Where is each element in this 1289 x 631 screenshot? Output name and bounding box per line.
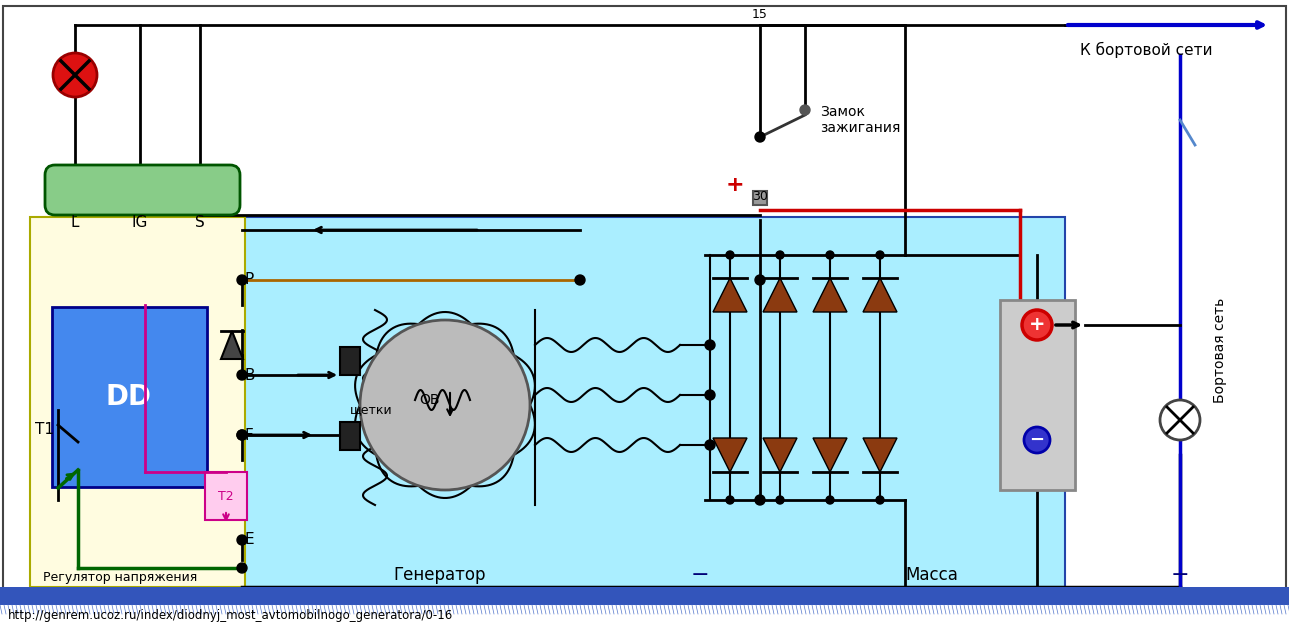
Text: http://genrem.ucoz.ru/index/diodnyj_most_avtomobilnogo_generatora/0-16: http://genrem.ucoz.ru/index/diodnyj_most… (8, 608, 454, 622)
Text: +: + (1029, 316, 1045, 334)
Text: T1: T1 (35, 423, 54, 437)
Circle shape (237, 370, 247, 380)
Text: L: L (71, 215, 79, 230)
Circle shape (755, 495, 764, 505)
Circle shape (755, 132, 764, 142)
Circle shape (755, 275, 764, 285)
Text: Регулятор напряжения: Регулятор напряжения (43, 570, 197, 584)
Circle shape (726, 251, 733, 259)
Circle shape (705, 390, 715, 400)
Text: Генератор: Генератор (393, 566, 486, 584)
Circle shape (53, 53, 97, 97)
Text: −: − (691, 565, 709, 585)
Circle shape (705, 340, 715, 350)
Text: Замок
зажигания: Замок зажигания (820, 105, 901, 135)
Text: 15: 15 (751, 8, 768, 21)
Text: −: − (1170, 565, 1190, 585)
Text: S: S (195, 215, 205, 230)
Circle shape (826, 496, 834, 504)
Circle shape (726, 496, 733, 504)
Polygon shape (813, 278, 847, 312)
Text: B: B (244, 367, 254, 382)
Circle shape (1022, 310, 1052, 340)
Bar (753, 191, 767, 205)
Polygon shape (763, 438, 797, 472)
Polygon shape (220, 331, 244, 359)
Circle shape (237, 430, 247, 440)
Text: F: F (244, 427, 253, 442)
Circle shape (237, 430, 247, 440)
Circle shape (826, 251, 834, 259)
Circle shape (1160, 400, 1200, 440)
Text: К бортовой сети: К бортовой сети (1080, 42, 1213, 58)
Text: Масса: Масса (905, 566, 958, 584)
Text: IG: IG (131, 215, 148, 230)
Text: щетки: щетки (351, 403, 393, 416)
Text: DD: DD (104, 383, 151, 411)
Text: +: + (726, 175, 744, 195)
Polygon shape (864, 438, 897, 472)
Circle shape (776, 251, 784, 259)
Bar (205, 472, 247, 520)
Circle shape (800, 105, 809, 115)
Circle shape (877, 496, 884, 504)
Text: E: E (244, 533, 254, 548)
Circle shape (237, 563, 247, 573)
Circle shape (575, 275, 585, 285)
Polygon shape (813, 438, 847, 472)
Text: Бортовая сеть: Бортовая сеть (1213, 297, 1227, 403)
Circle shape (237, 275, 247, 285)
Text: 30: 30 (751, 189, 768, 203)
Polygon shape (864, 278, 897, 312)
Bar (1000, 300, 1075, 490)
Circle shape (705, 440, 715, 450)
Text: T2: T2 (218, 490, 233, 504)
FancyBboxPatch shape (45, 165, 240, 215)
Circle shape (877, 251, 884, 259)
Circle shape (360, 320, 530, 490)
Polygon shape (763, 278, 797, 312)
Circle shape (237, 535, 247, 545)
Polygon shape (713, 438, 748, 472)
Text: ОВ: ОВ (420, 393, 441, 407)
Text: P: P (244, 273, 253, 288)
Bar (340, 347, 360, 375)
Text: −: − (1030, 431, 1044, 449)
Bar (30, 217, 245, 587)
Bar (0, 587, 1289, 605)
Bar (52, 307, 208, 487)
Circle shape (776, 496, 784, 504)
Circle shape (1023, 427, 1051, 453)
Polygon shape (713, 278, 748, 312)
Bar (340, 422, 360, 450)
Bar (195, 217, 1065, 587)
